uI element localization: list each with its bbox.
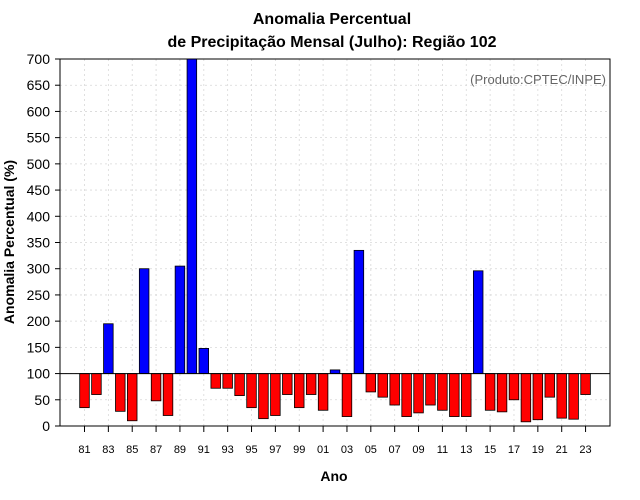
y-axis: 0 50 100 150 200 250 300 350 400 450 500 550 600 650 7… bbox=[27, 51, 60, 434]
bar-16 bbox=[496, 373, 508, 413]
bar-08 bbox=[401, 373, 412, 417]
bar-22 bbox=[568, 373, 579, 420]
bar-15 bbox=[484, 373, 496, 411]
bar-11 bbox=[437, 373, 448, 411]
y-tick-label: 300 bbox=[27, 261, 51, 277]
bar-90 bbox=[186, 58, 198, 374]
bar-91 bbox=[198, 348, 210, 374]
bar-95 bbox=[246, 373, 257, 409]
bar-86 bbox=[138, 268, 150, 374]
bar-20 bbox=[544, 373, 555, 398]
bar-82 bbox=[91, 373, 102, 395]
y-tick-label: 200 bbox=[27, 313, 51, 329]
x-tick-label: 03 bbox=[341, 444, 353, 456]
bar-13 bbox=[461, 373, 472, 417]
bar-06 bbox=[377, 373, 388, 398]
y-tick-label: 250 bbox=[27, 287, 51, 303]
bar-83 bbox=[103, 323, 114, 374]
x-tick-label: 19 bbox=[532, 444, 544, 456]
x-tick-label: 81 bbox=[78, 444, 90, 456]
bar-89 bbox=[174, 265, 186, 374]
bar-12 bbox=[449, 373, 460, 417]
x-tick-label: 95 bbox=[245, 444, 257, 456]
bar-02 bbox=[329, 369, 341, 374]
x-tick-label: 87 bbox=[150, 444, 162, 456]
x-tick-label: 17 bbox=[508, 444, 520, 456]
bar-04 bbox=[353, 249, 365, 374]
bar-21 bbox=[556, 373, 567, 419]
y-tick-label: 150 bbox=[27, 339, 51, 355]
y-tick-label: 700 bbox=[27, 51, 51, 67]
x-tick-label: 15 bbox=[484, 444, 496, 456]
chart-title-line-2: de Precipitação Mensal (Julho): Região 1… bbox=[168, 34, 497, 51]
x-tick-label: 83 bbox=[102, 444, 114, 456]
bar-05 bbox=[365, 373, 377, 393]
x-tick-label: 01 bbox=[317, 444, 329, 456]
x-tick-label: 99 bbox=[293, 444, 305, 456]
y-tick-label: 600 bbox=[27, 103, 51, 119]
bar-92 bbox=[210, 373, 221, 389]
y-tick-label: 650 bbox=[27, 77, 51, 93]
y-tick-label: 0 bbox=[42, 418, 50, 434]
x-tick-label: 05 bbox=[365, 444, 377, 456]
y-tick-label: 100 bbox=[27, 366, 51, 382]
bar-84 bbox=[115, 373, 126, 412]
x-tick-label: 13 bbox=[460, 444, 472, 456]
bar-10 bbox=[425, 373, 436, 406]
bar-18 bbox=[520, 373, 532, 423]
y-tick-label: 350 bbox=[27, 235, 51, 251]
x-tick-label: 89 bbox=[174, 444, 186, 456]
y-tick-label: 50 bbox=[34, 392, 50, 408]
x-axis-label: Ano bbox=[320, 468, 347, 484]
chart-title-line-1: Anomalia Percentual bbox=[253, 11, 411, 28]
y-tick-label: 400 bbox=[27, 208, 51, 224]
y-tick-label: 500 bbox=[27, 156, 51, 172]
credit-label: (Produto:CPTEC/INPE) bbox=[470, 72, 606, 87]
bar-03 bbox=[341, 373, 353, 417]
bar-23 bbox=[580, 373, 591, 395]
x-tick-label: 21 bbox=[556, 444, 568, 456]
y-tick-label: 550 bbox=[27, 130, 51, 146]
bar-94 bbox=[234, 373, 245, 396]
x-tick-label: 07 bbox=[389, 444, 401, 456]
x-tick-label: 11 bbox=[437, 444, 448, 456]
x-tick-label: 93 bbox=[222, 444, 234, 456]
bar-14 bbox=[472, 270, 484, 374]
bar-96 bbox=[258, 373, 269, 420]
bar-98 bbox=[282, 373, 293, 395]
bar-07 bbox=[389, 373, 400, 406]
bar-93 bbox=[222, 373, 233, 389]
x-tick-label: 85 bbox=[126, 444, 138, 456]
x-tick-label: 97 bbox=[269, 444, 281, 456]
bar-09 bbox=[413, 373, 424, 414]
bar-17 bbox=[508, 373, 520, 401]
bar-87 bbox=[150, 373, 162, 402]
bar-88 bbox=[162, 373, 174, 416]
bar-19 bbox=[532, 373, 544, 421]
y-axis-label: Anomalia Percentual (%) bbox=[1, 160, 17, 324]
bar-01 bbox=[317, 373, 329, 411]
x-tick-label: 09 bbox=[412, 444, 424, 456]
bar-85 bbox=[127, 373, 138, 422]
y-tick-label: 450 bbox=[27, 182, 51, 198]
x-axis: 81 83 85 87 89 91 93 95 97 99 01 03 05 07 09 11 13 15 17 19… bbox=[78, 426, 592, 456]
x-tick-label: 91 bbox=[198, 444, 210, 456]
bar-81 bbox=[79, 373, 90, 409]
bar-97 bbox=[270, 373, 281, 416]
bar-99 bbox=[294, 373, 305, 409]
bar-00 bbox=[305, 373, 317, 395]
x-tick-label: 23 bbox=[579, 444, 591, 456]
